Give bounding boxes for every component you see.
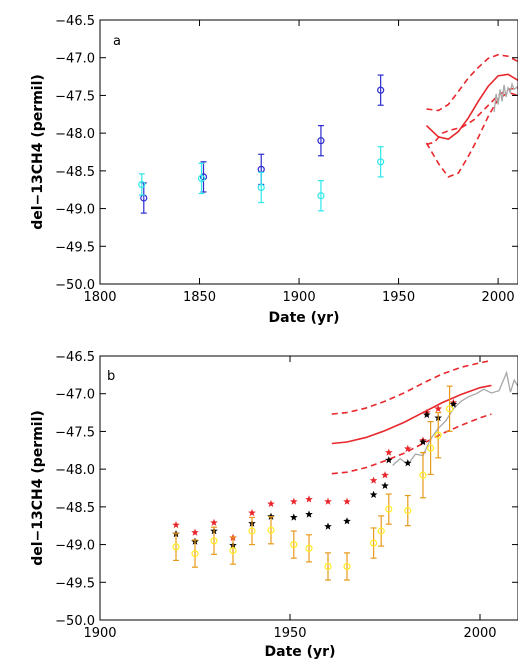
plot-area-a [138, 53, 518, 214]
point-yellow [370, 539, 378, 547]
point-yellow [229, 547, 237, 555]
point-yellow [343, 562, 351, 571]
y-tick-label-a: −46.5 [55, 14, 95, 29]
point-yellow [324, 562, 332, 571]
point-dark_blue [317, 137, 325, 145]
y-tick-label-b: −50.0 [55, 614, 95, 629]
point-yellow [385, 505, 393, 513]
x-tick-label-a: 1850 [183, 290, 216, 305]
point-star-red [191, 528, 199, 536]
x-tick-label-a: 2000 [482, 290, 515, 305]
point-star-red [324, 497, 332, 505]
series-line-dashed-red [331, 359, 492, 415]
y-tick-label-a: −49.0 [55, 203, 95, 218]
panel-b: 1900 1950 2000 −50.0 −49.5 −49.0 −48.5 −48.0 −47… [30, 350, 518, 660]
point-star-red [434, 404, 442, 413]
point-star-red [267, 499, 275, 508]
series-line-dashed-red [426, 53, 518, 112]
y-tick-label-a: −47.5 [55, 89, 95, 104]
point-yellow [434, 431, 442, 439]
y-tick-label-b: −48.0 [55, 463, 95, 478]
panel-a: 1800 1850 1900 1950 2000 −50.0 −49.5 −49.0 −48.5… [30, 14, 518, 326]
axes-frame-a [99, 19, 518, 285]
y-tick-label-a: −48.0 [55, 127, 95, 142]
series-line-dashed-red [331, 413, 492, 475]
point-yellow [290, 540, 298, 549]
point-star-black [449, 400, 458, 408]
point-star-red [305, 495, 313, 503]
point-star-red [404, 444, 412, 453]
x-tick-label-b: 1900 [83, 626, 116, 641]
point-yellow [248, 527, 256, 535]
y-tick-label-b: −49.5 [55, 576, 95, 591]
x-tick-label-b: 1950 [273, 626, 306, 641]
point-yellow [404, 507, 412, 515]
point-star-black [385, 456, 393, 464]
y-axis-title-b: del−13CH4 (permil) [30, 410, 46, 566]
point-star-black [423, 410, 431, 419]
point-cyan [257, 183, 265, 192]
point-star-red [172, 520, 180, 529]
point-star-red [369, 476, 378, 484]
point-dark_blue [199, 173, 208, 181]
x-axis-title-a: Date (yr) [269, 310, 340, 326]
point-star-red [381, 471, 389, 479]
point-star-red [210, 518, 218, 526]
point-star-red [290, 497, 298, 505]
point-star-black [381, 481, 389, 489]
panel-letter-a: a [113, 34, 121, 49]
point-yellow [267, 526, 275, 534]
series-line-solid-gray [493, 81, 518, 113]
x-tick-label-a: 1900 [283, 290, 316, 305]
point-yellow [172, 543, 180, 551]
point-yellow [210, 537, 218, 545]
point-cyan [197, 174, 206, 182]
point-yellow [191, 550, 199, 558]
point-dark_blue [377, 86, 385, 94]
y-tick-label-b: −49.0 [55, 539, 95, 554]
point-yellow [419, 471, 427, 479]
y-tick-label-b: −47.5 [55, 425, 95, 440]
point-cyan [377, 158, 385, 166]
point-star-black [369, 490, 378, 499]
x-tick-label-b: 2000 [463, 626, 496, 641]
x-tick-label-a: 1800 [83, 290, 116, 305]
point-yellow [427, 444, 435, 452]
point-star-black [404, 459, 412, 467]
y-tick-label-b: −48.5 [55, 501, 95, 516]
point-star-red [343, 497, 351, 505]
point-yellow [446, 405, 454, 413]
y-tick-label-a: −48.5 [55, 165, 95, 180]
point-yellow [305, 544, 313, 552]
series-line-solid-red [331, 384, 492, 445]
ticks-b: 1900 1950 2000 −50.0 −49.5 −49.0 −48.5 −48.0 −47… [55, 350, 518, 641]
axes-frame-b [99, 355, 518, 621]
series-line-dashed-red [426, 87, 518, 146]
point-star-black [324, 522, 332, 530]
point-cyan [317, 192, 325, 200]
y-tick-label-b: −47.0 [55, 388, 95, 403]
point-star-black [305, 510, 313, 518]
x-axis-title-b: Date (yr) [265, 644, 336, 660]
y-tick-label-a: −50.0 [55, 278, 95, 293]
point-star-red [385, 448, 393, 456]
y-axis-title-a: del−13CH4 (permil) [30, 74, 46, 230]
y-tick-label-a: −49.5 [55, 240, 95, 255]
plot-area-b [172, 359, 518, 581]
point-star-black [419, 437, 427, 446]
series-line-solid-gray [392, 370, 518, 466]
point-star-red [248, 508, 256, 517]
point-star-black [343, 517, 351, 525]
series-line-solid-red [425, 73, 518, 141]
x-tick-label-a: 1950 [382, 290, 415, 305]
ticks-a: 1800 1850 1900 1950 2000 −50.0 −49.5 −49.0 −48.5… [55, 14, 518, 305]
y-tick-label-a: −47.0 [55, 52, 95, 67]
point-star-black [290, 513, 298, 521]
series-line-dashed-red [425, 91, 518, 178]
y-tick-label-b: −46.5 [55, 350, 95, 365]
panel-letter-b: b [107, 369, 115, 384]
point-cyan [138, 180, 146, 189]
point-yellow [377, 527, 385, 535]
